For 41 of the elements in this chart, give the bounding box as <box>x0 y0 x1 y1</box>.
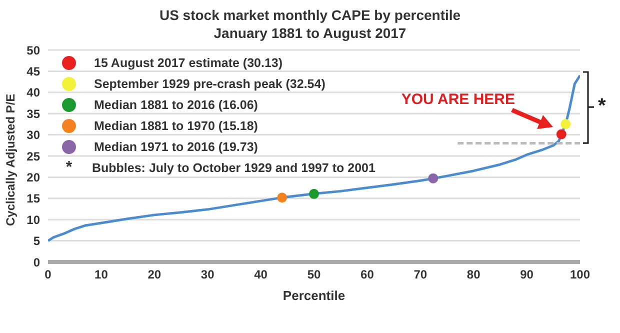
line-series <box>48 74 580 242</box>
x-tick-label: 90 <box>520 268 534 282</box>
y-tick-label: 15 <box>26 192 40 206</box>
legend-label: Median 1971 to 2016 (19.73) <box>94 140 258 154</box>
text: * <box>598 95 606 118</box>
annotation: Bubbles: July to October 1929 and 1997 to 2001 <box>92 160 376 174</box>
y-tick-label: 25 <box>26 149 40 164</box>
x-tick-label: 60 <box>360 268 374 282</box>
y-tick-label: 50 <box>26 43 40 58</box>
x-tick-label: 0 <box>44 268 52 282</box>
y-tick-label: 45 <box>26 64 40 78</box>
x-tick-label: 40 <box>254 268 268 282</box>
x-tick-label: 50 <box>307 268 321 282</box>
point <box>277 192 288 203</box>
point <box>560 119 571 130</box>
x-tick-label: 100 <box>570 268 590 282</box>
x-axis-title: Percentile <box>282 288 346 303</box>
point <box>428 173 438 184</box>
y-tick-label: 10 <box>26 212 40 227</box>
point <box>556 129 566 140</box>
annotation: * <box>64 158 74 176</box>
y-tick-label: 40 <box>26 86 40 100</box>
x-tick-label: 70 <box>414 268 428 282</box>
legend-label: Median 1881 to 2016 (16.06) <box>94 98 258 112</box>
x-tick-label: 30 <box>200 268 215 282</box>
legend-label: Median 1881 to 1970 (15.18) <box>94 118 258 132</box>
y-tick-label: 0 <box>33 255 40 270</box>
point <box>309 188 319 199</box>
x-tick-label: 80 <box>466 268 481 282</box>
y-tick-label: 5 <box>33 234 40 248</box>
legend-label: September 1929 pre-crash peak (32.54) <box>94 76 326 90</box>
y-tick-label: 30 <box>26 128 40 142</box>
y-tick-label: 20 <box>26 170 40 184</box>
x-tick-label: 20 <box>148 268 162 282</box>
y-tick-label: 35 <box>26 106 40 121</box>
x-tick-label: 10 <box>94 268 108 282</box>
annotation: YOU ARE HERE <box>401 91 516 108</box>
chart-title: US stock market monthly CAPE by percentile <box>158 6 462 24</box>
y-axis-title: Cyclically Adjusted P/E <box>3 94 18 226</box>
chart-subtitle: January 1881 to August 2017 <box>212 24 408 42</box>
legend-label: 15 August 2017 estimate (30.13) <box>94 56 283 70</box>
